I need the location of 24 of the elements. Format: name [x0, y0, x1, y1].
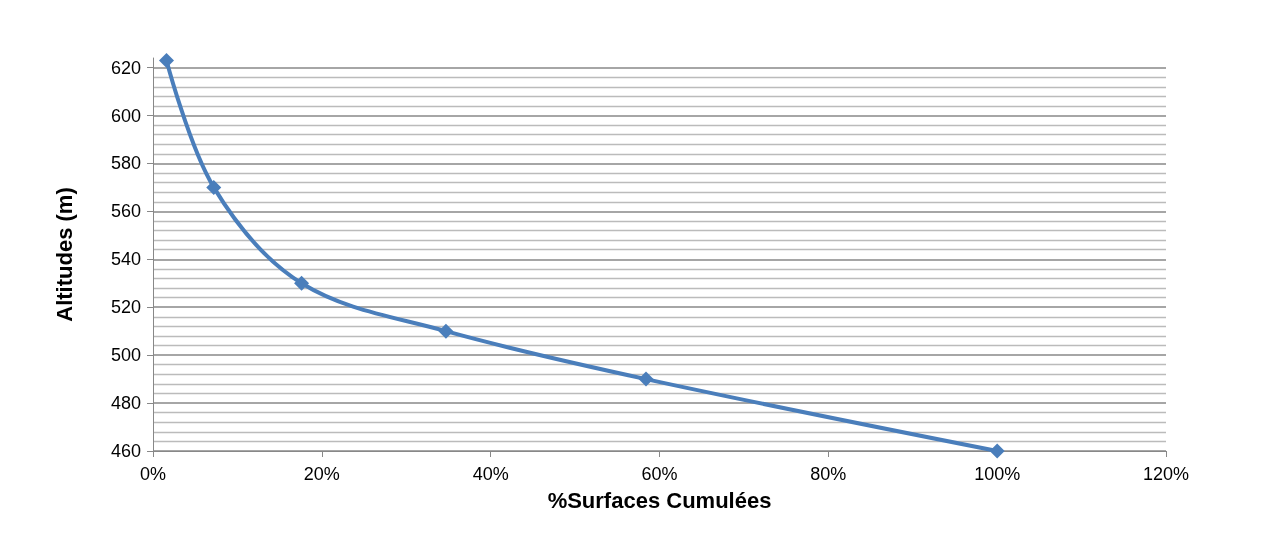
- point: [989, 443, 1005, 459]
- y-tick-label: 620: [110, 57, 141, 78]
- y-tick-label: 560: [110, 201, 141, 222]
- x-tick-label: 0%: [139, 464, 167, 484]
- y-tick-label: 580: [110, 153, 141, 174]
- y-tick-label: 500: [110, 345, 141, 366]
- y-tick-label: 480: [110, 393, 141, 414]
- y-tick-label: 600: [110, 105, 141, 126]
- y-axis-title: Altitudes (m): [51, 187, 77, 322]
- x-tick-label: 120%: [1142, 464, 1190, 484]
- x-tick-label: 20%: [303, 464, 340, 484]
- x-tick-label: 80%: [810, 464, 847, 484]
- point: [159, 52, 175, 68]
- x-tick-label: 40%: [472, 464, 509, 484]
- y-tick-label: 520: [110, 297, 141, 318]
- point: [294, 275, 310, 291]
- point: [206, 179, 222, 195]
- point: [638, 371, 654, 387]
- x-axis-title: %Surfaces Cumulées: [547, 487, 772, 513]
- y-tick-label: 540: [110, 249, 141, 270]
- x-tick-label: 60%: [641, 464, 678, 484]
- x-tick-label: 100%: [974, 464, 1021, 484]
- point: [438, 323, 454, 339]
- y-tick-label: 460: [110, 441, 141, 461]
